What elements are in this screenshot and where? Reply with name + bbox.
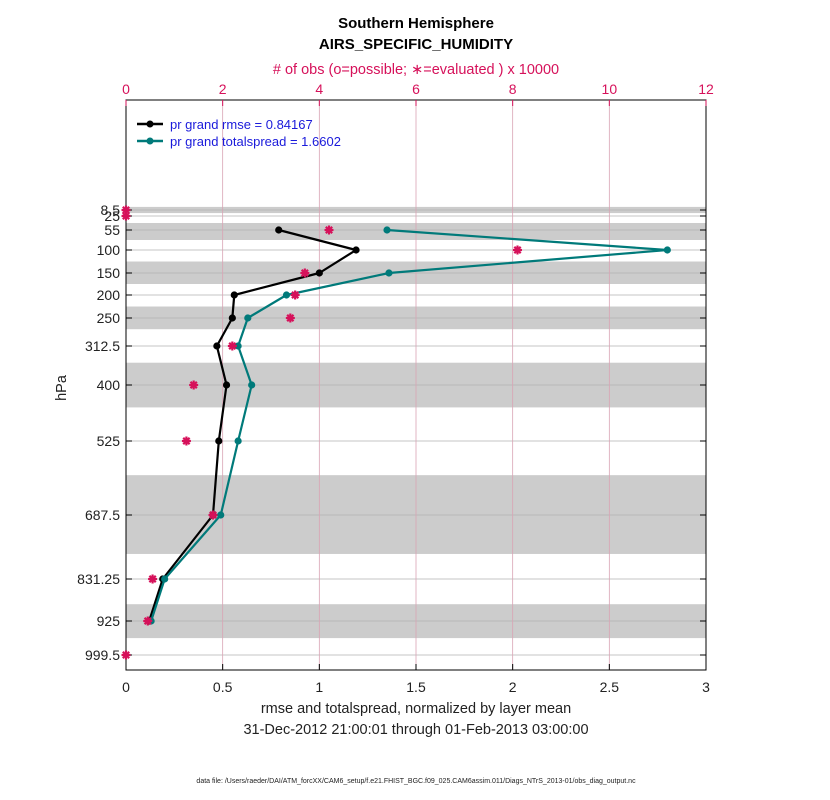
x-tick-label: 1.5 — [406, 679, 426, 695]
totalspread-point — [244, 314, 252, 322]
obs-star-stroke — [209, 511, 217, 519]
obs-evaluated-marker — [121, 211, 131, 221]
y-tick-label: 312.5 — [85, 338, 120, 354]
y-tick-label: 100 — [97, 242, 121, 258]
obs-evaluated-marker — [189, 380, 199, 390]
totalspread-point — [383, 226, 391, 234]
obs-evaluated-marker — [148, 574, 158, 584]
y-tick-label: 250 — [97, 310, 121, 326]
totalspread-point — [234, 437, 242, 445]
obs-evaluated-marker — [143, 616, 153, 626]
y-tick-label: 687.5 — [85, 507, 120, 523]
top-tick-label: 10 — [602, 81, 618, 97]
top-axis-label: # of obs (o=possible; ∗=evaluated ) x 10… — [273, 62, 559, 78]
y-tick-label: 25 — [104, 208, 120, 224]
rmse-point — [222, 381, 231, 389]
legend-spread-marker — [146, 137, 154, 145]
x-axis-label: rmse and totalspread, normalized by laye… — [261, 701, 571, 717]
obs-star-stroke — [286, 314, 295, 322]
legend-spread-label: pr grand totalspread = 1.6602 — [170, 134, 341, 149]
obs-star-stroke — [122, 651, 130, 659]
obs-evaluated-marker — [285, 313, 295, 323]
rmse-point — [275, 226, 283, 234]
legend: pr grand rmse = 0.84167 pr grand totalsp… — [137, 117, 341, 149]
obs-evaluated-marker — [290, 290, 300, 300]
totalspread-point — [161, 575, 169, 583]
x-tick-label: 2 — [509, 679, 517, 695]
obs-star-stroke — [325, 226, 333, 234]
obs-evaluated-marker — [121, 650, 131, 660]
legend-rmse-label: pr grand rmse = 0.84167 — [170, 117, 313, 132]
obs-evaluated-marker — [324, 225, 334, 235]
rmse-point — [230, 291, 238, 299]
y-tick-label: 999.5 — [85, 647, 120, 663]
totalspread-point — [234, 342, 242, 350]
top-tick-label: 8 — [509, 81, 517, 97]
top-tick-label: 4 — [315, 81, 323, 97]
y-tick-label: 925 — [97, 613, 121, 629]
x-tick-labels: 0 0.5 1 1.5 2 2.5 3 — [122, 679, 710, 695]
series-lines — [145, 226, 671, 625]
obs-star-stroke — [148, 575, 157, 583]
y-tick-label: 55 — [104, 222, 120, 238]
x-tick-label: 1 — [315, 679, 323, 695]
obs-evaluated-marker — [513, 245, 522, 255]
top-tick-labels: 0 2 4 6 8 10 12 — [122, 81, 714, 97]
x-tick-label: 0 — [122, 679, 130, 695]
footer-data-file: data file: /Users/raeder/DAI/ATM_forcXX/… — [196, 778, 636, 785]
obs-star-stroke — [122, 212, 130, 220]
obs-evaluated-markers — [121, 205, 522, 660]
obs-star-stroke — [182, 437, 191, 445]
rmse-point — [228, 314, 236, 322]
obs-star-stroke — [122, 206, 130, 214]
rmse-point — [315, 269, 323, 277]
obs-star-stroke — [291, 291, 300, 299]
rmse-point — [352, 246, 360, 254]
obs-evaluated-marker — [181, 436, 191, 446]
obs-star-stroke — [189, 381, 198, 389]
obs-star-stroke — [300, 269, 309, 277]
obs-star-stroke — [513, 246, 522, 254]
x-tick-label: 2.5 — [600, 679, 620, 695]
top-tick-label: 0 — [122, 81, 130, 97]
y-tick-label: 200 — [97, 287, 121, 303]
obs-star-stroke — [143, 617, 152, 625]
x-tick-label: 3 — [702, 679, 710, 695]
top-tick-label: 6 — [412, 81, 420, 97]
date-range-label: 31-Dec-2012 21:00:01 through 01-Feb-2013… — [243, 722, 588, 738]
y-tick-label: 8.5 — [101, 202, 121, 218]
totalspread-point — [663, 246, 671, 254]
y-tick-label: 831.25 — [77, 571, 120, 587]
obs-star-stroke — [228, 342, 237, 350]
top-tick-label: 12 — [698, 81, 714, 97]
totalspread-point — [282, 291, 291, 299]
rmse-point — [213, 342, 221, 350]
obs-evaluated-marker — [208, 510, 218, 520]
top-axis-gridlines — [222, 100, 610, 670]
obs-evaluated-marker — [300, 268, 310, 278]
legend-rmse-marker — [146, 120, 154, 128]
y-tick-label: 400 — [97, 377, 121, 393]
x-tick-label: 0.5 — [213, 679, 233, 695]
axis-ticks — [125, 100, 707, 670]
chart-subtitle: AIRS_SPECIFIC_HUMIDITY — [319, 36, 513, 53]
totalspread-point — [217, 511, 225, 519]
totalspread-point — [248, 381, 256, 389]
top-tick-label: 2 — [219, 81, 227, 97]
chart-title: Southern Hemisphere — [338, 15, 494, 32]
y-axis-label: hPa — [54, 374, 70, 401]
rmse-point — [215, 437, 223, 445]
totalspread-point — [385, 269, 393, 277]
obs-evaluated-marker — [227, 341, 237, 351]
y-tick-label: 525 — [97, 433, 121, 449]
y-tick-label: 150 — [97, 265, 121, 281]
totalspread-line — [150, 228, 669, 622]
